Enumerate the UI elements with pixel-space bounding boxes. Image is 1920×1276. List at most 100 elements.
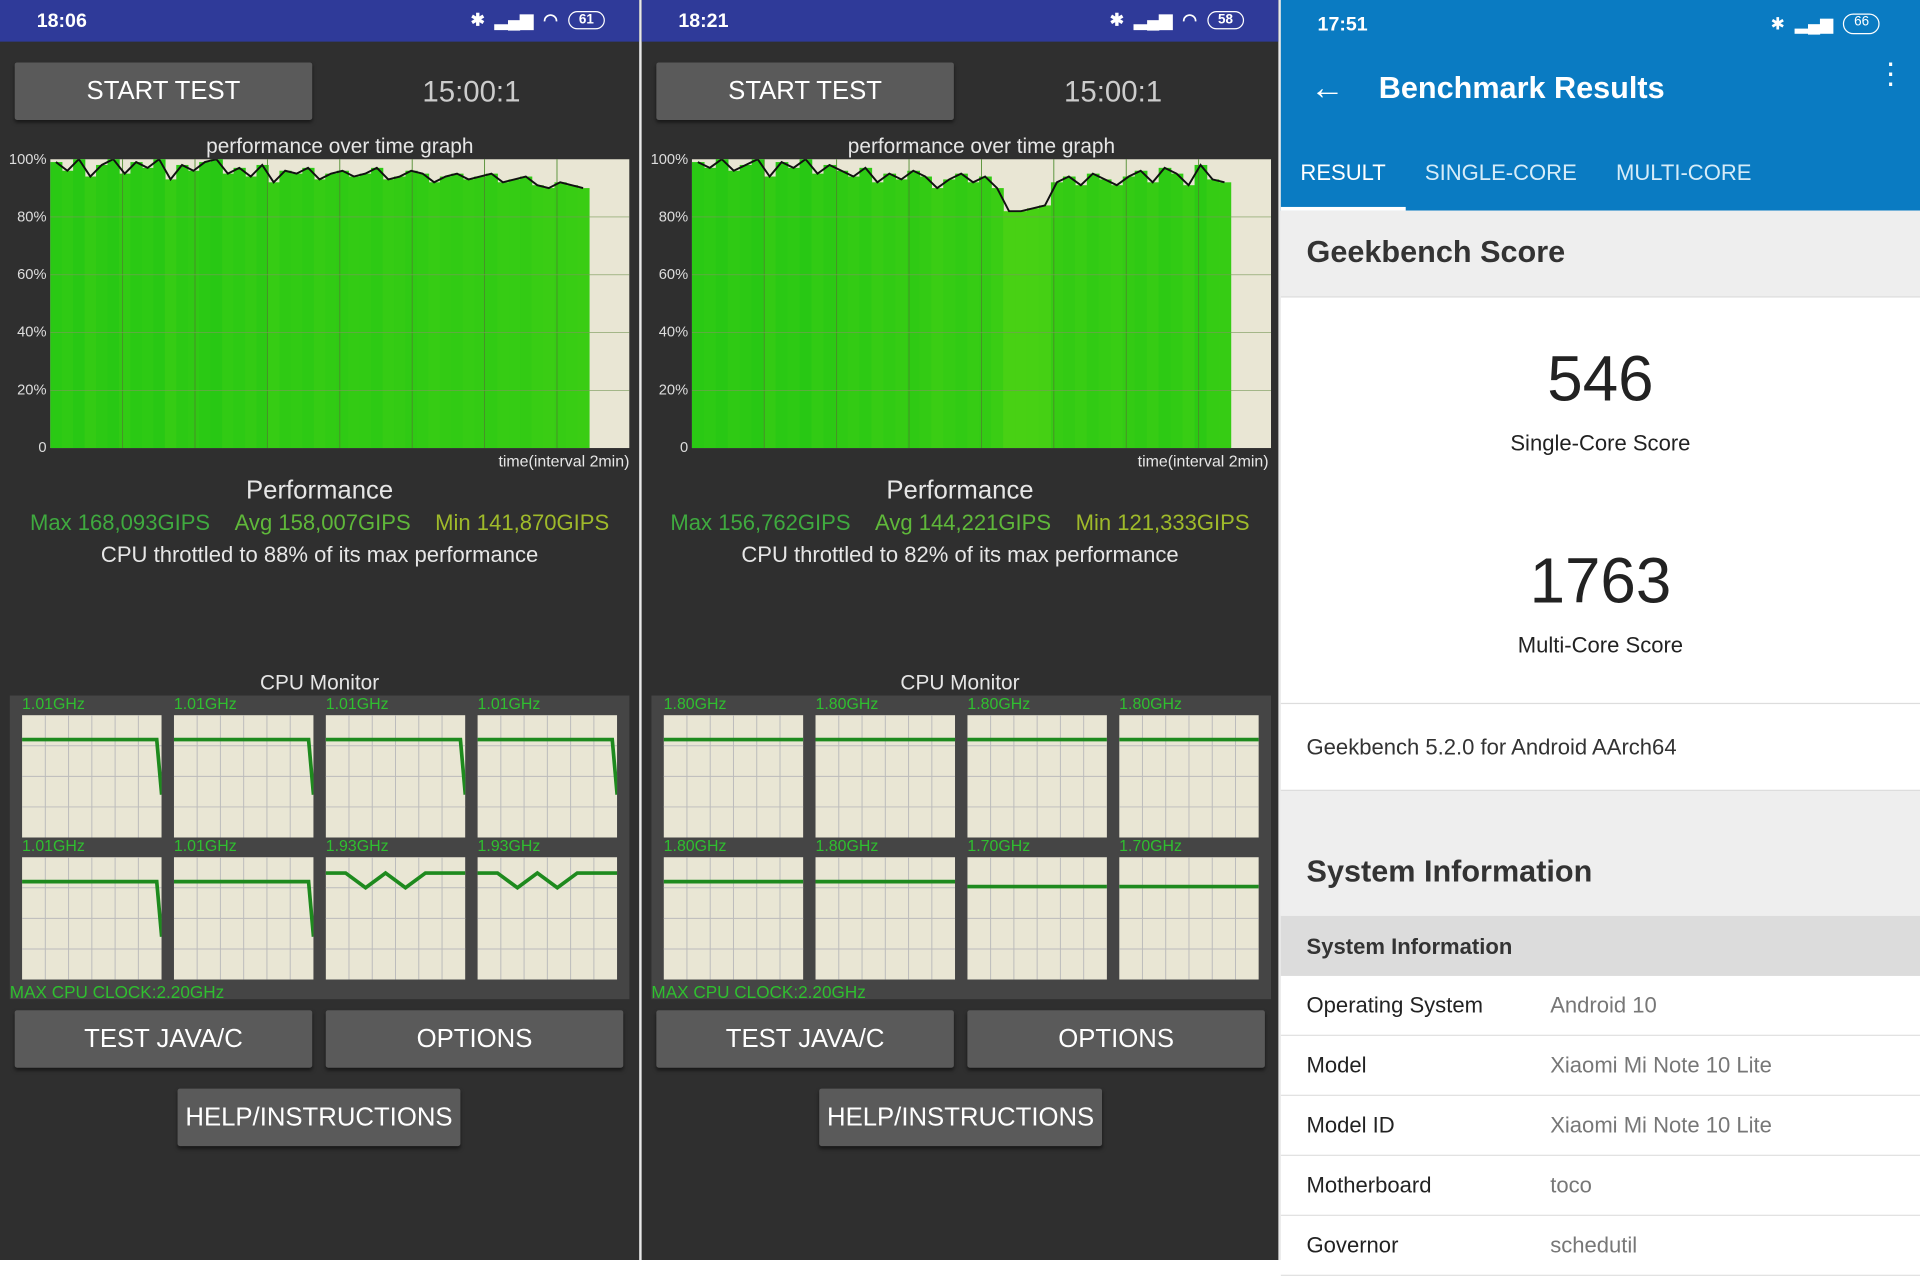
tab-bar: RESULT SINGLE-CORE MULTI-CORE — [1280, 154, 1771, 211]
multi-core-score: 1763 — [1529, 546, 1672, 618]
performance-bar — [382, 179, 395, 449]
core-graph — [967, 715, 1107, 838]
status-time: 18:06 — [36, 11, 87, 32]
performance-bar — [1038, 205, 1052, 449]
max-cpu-clock: MAX CPU CLOCK:2.20GHz — [651, 982, 866, 1002]
status-time: 17:51 — [1317, 14, 1368, 36]
tab-result[interactable]: RESULT — [1280, 154, 1406, 211]
performance-bar — [130, 162, 143, 449]
core-frequency-line — [325, 737, 466, 795]
performance-bar — [222, 173, 235, 449]
performance-bar — [96, 164, 109, 449]
start-test-button[interactable]: START TEST — [656, 62, 954, 121]
more-options-icon[interactable]: ⋮ — [1875, 57, 1906, 91]
core-frequency-label: 1.01GHz — [173, 836, 237, 855]
performance-bar — [1015, 211, 1028, 449]
help-instructions-button[interactable]: HELP/INSTRUCTIONS — [819, 1088, 1103, 1147]
x-axis-label: time(interval 2min) — [1137, 451, 1269, 471]
performance-bar — [279, 170, 292, 449]
performance-bar — [451, 173, 464, 449]
core-frequency-label: 1.80GHz — [815, 836, 879, 855]
y-tick-label: 40% — [658, 323, 689, 341]
performance-bar — [967, 182, 980, 449]
core-frequency-label: 1.80GHz — [815, 694, 879, 713]
performance-bar — [336, 170, 349, 449]
performance-bar — [531, 185, 544, 449]
core-frequency-label: 1.01GHz — [477, 694, 541, 713]
y-tick-label: 80% — [17, 208, 47, 226]
throttle-text: CPU throttled to 82% of its max performa… — [741, 542, 1179, 567]
tab-multi-core[interactable]: MULTI-CORE — [1615, 160, 1752, 185]
core-graph — [815, 857, 956, 980]
performance-bar — [508, 179, 521, 449]
max-cpu-clock: MAX CPU CLOCK:2.20GHz — [9, 982, 225, 1002]
signal-icon: ▂▄▆ — [494, 9, 534, 30]
performance-bar — [199, 162, 212, 449]
row-key: Operating System — [1306, 993, 1483, 1018]
geekbench-panel: 17:51 ✱ ▂▄▆ 66 ← Benchmark Results ⋮ RESUL… — [1280, 0, 1920, 1276]
performance-bar — [233, 167, 246, 449]
back-arrow-icon[interactable]: ← — [1310, 68, 1345, 107]
performance-bar — [256, 164, 269, 449]
performance-bar — [1146, 182, 1160, 449]
help-instructions-button[interactable]: HELP/INSTRUCTIONS — [177, 1088, 461, 1147]
performance-bar — [1003, 211, 1016, 449]
start-test-button[interactable]: START TEST — [14, 62, 313, 121]
core-frequency-label: 1.80GHz — [663, 694, 727, 713]
performance-bar — [428, 182, 441, 449]
graph-title: performance over time graph — [206, 134, 474, 158]
performance-bar — [751, 159, 765, 449]
performance-bar — [1218, 182, 1232, 449]
options-button[interactable]: OPTIONS — [325, 1010, 624, 1068]
core-graph — [173, 857, 314, 980]
performance-bar — [859, 167, 873, 449]
performance-bar — [1194, 164, 1208, 449]
battery-icon: 58 — [1207, 11, 1245, 30]
core-graph — [477, 715, 618, 838]
tab-single-core[interactable]: SINGLE-CORE — [1424, 160, 1577, 185]
performance-bar — [1170, 173, 1184, 449]
test-java-c-button[interactable]: TEST JAVA/C — [14, 1010, 313, 1068]
performance-bar — [691, 162, 705, 449]
cpu-monitor-title: CPU Monitor — [900, 671, 1020, 695]
timer: 15:00:1 — [422, 75, 521, 109]
performance-bar — [787, 167, 801, 449]
performance-bar — [485, 173, 498, 449]
performance-bar — [811, 173, 825, 449]
y-tick-label: 40% — [17, 323, 47, 341]
core-frequency-line — [477, 737, 618, 795]
cpu-monitor: 1.01GHz 1.01GHz 1.01GHz 1.01GHz 1.01GHz 1.01G… — [9, 694, 630, 1000]
performance-bar — [727, 170, 741, 449]
performance-bar — [1110, 185, 1124, 449]
core-frequency-label: 1.70GHz — [1119, 836, 1183, 855]
performance-bar — [883, 173, 897, 449]
battery-icon: 61 — [567, 11, 605, 30]
performance-bar — [775, 162, 789, 449]
row-value: Xiaomi Mi Note 10 Lite — [1550, 1113, 1772, 1138]
performance-title: Performance — [245, 476, 394, 505]
timer: 15:00:1 — [1064, 75, 1163, 109]
cpu-throttling-panel-2: 18:21 ✱ ▂▄▆ ◠ 58 START TEST 15:00:1 perform… — [641, 0, 1279, 1261]
performance-bar — [187, 170, 200, 449]
core-graph — [967, 857, 1107, 980]
performance-bar — [439, 176, 453, 449]
core-graph — [663, 715, 804, 838]
performance-graph — [691, 159, 1272, 449]
options-button[interactable]: OPTIONS — [967, 1010, 1265, 1068]
row-key: Model ID — [1306, 1113, 1395, 1138]
table-row: Operating System Android 10 — [1280, 976, 1920, 1036]
y-tick-label: 100% — [650, 150, 689, 168]
score-heading: Geekbench Score — [1306, 235, 1566, 270]
performance-bar — [474, 176, 487, 449]
core-frequency-line — [173, 879, 314, 937]
min-stat: Min 121,333GIPS — [1075, 510, 1250, 536]
performance-bar — [118, 173, 132, 449]
performance-bar — [141, 167, 155, 449]
table-row: Governor schedutil — [1280, 1216, 1920, 1276]
core-frequency-label: 1.01GHz — [325, 694, 389, 713]
test-java-c-button[interactable]: TEST JAVA/C — [656, 1010, 954, 1068]
performance-bar — [919, 176, 932, 449]
performance-bar — [462, 179, 475, 449]
version-text: Geekbench 5.2.0 for Android AArch64 — [1306, 734, 1677, 760]
core-graph — [815, 715, 956, 838]
